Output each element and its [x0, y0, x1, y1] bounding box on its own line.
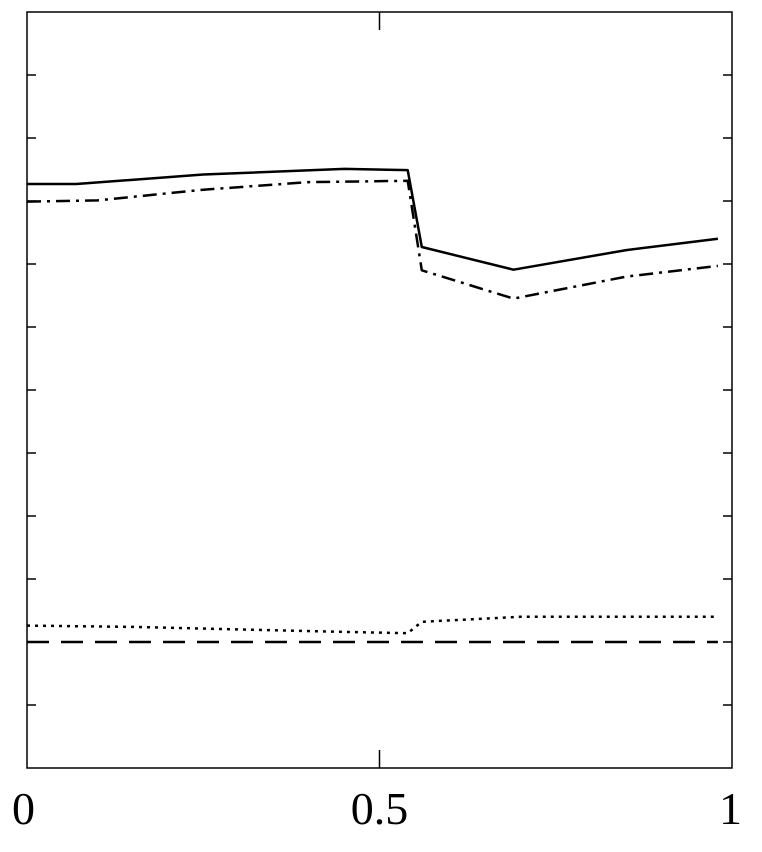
tick-labels: 0 0.5 1 [12, 783, 742, 834]
series-line-dashdot [26, 179, 719, 300]
series-layer [26, 167, 719, 644]
x-tick-label: 0 [12, 783, 35, 834]
plot-frame [26, 11, 733, 769]
x-tick-label: 1 [719, 783, 742, 834]
series-line-dotted [26, 615, 718, 635]
series-line-solid [27, 167, 719, 271]
ticks-layer [27, 12, 732, 768]
x-tick-label: 0.5 [351, 783, 409, 834]
